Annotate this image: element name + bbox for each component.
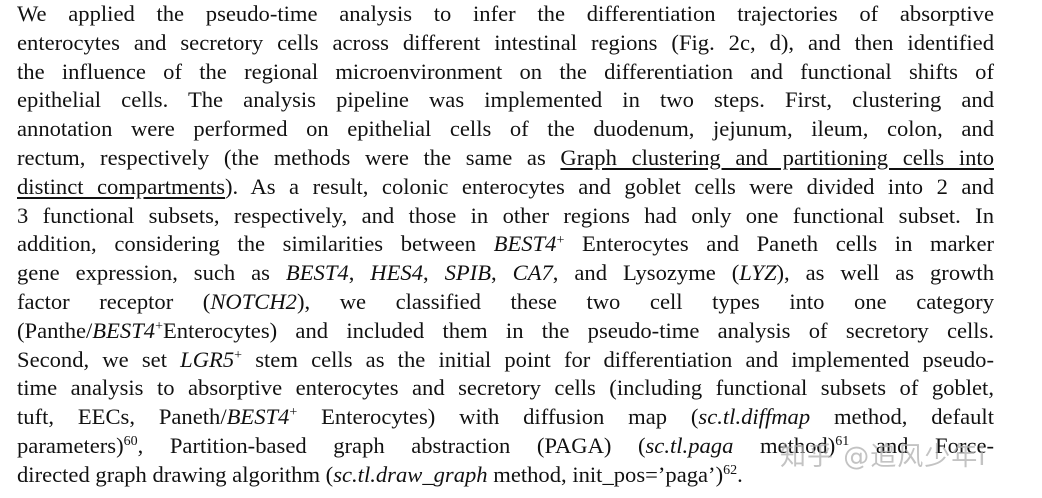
- zhihu-watermark: 知乎 @追风少年i: [780, 442, 987, 472]
- gene-name: LGR5: [180, 346, 235, 372]
- function-name: sc.tl.paga: [645, 432, 734, 458]
- link-graph-clustering[interactable]: Graph clustering and partitioning cells …: [560, 144, 994, 170]
- text-segment: parameters): [17, 432, 124, 458]
- function-name: sc.tl.diffmap: [698, 404, 811, 430]
- gene-name: BEST4: [493, 231, 557, 257]
- gene-name: NOTCH2: [210, 288, 297, 314]
- text-segment: method, init_pos=’paga’): [487, 461, 724, 487]
- text-line-15: tuft, EECs, Paneth/BEST4+ Enterocytes) w…: [17, 403, 994, 432]
- text-segment: Enterocytes) with diffusion map (: [297, 404, 699, 430]
- text-segment: method, default: [810, 404, 994, 430]
- text-segment: Enterocytes) and included them in the ps…: [162, 317, 994, 343]
- text-line-11: factor receptor (NOTCH2), we classified …: [17, 288, 994, 317]
- document-body: We applied the pseudo-time analysis to i…: [17, 0, 994, 490]
- text-line-13: Second, we set LGR5+ stem cells as the i…: [17, 346, 994, 375]
- text-line-9: addition, considering the similarities b…: [17, 230, 994, 259]
- citation-superscript: 61: [835, 434, 850, 450]
- citation-superscript: 60: [123, 434, 138, 450]
- text-segment: .: [737, 461, 743, 487]
- text-segment: and Force-: [849, 432, 994, 458]
- text-line-14: time analysis to absorptive enterocytes …: [17, 375, 994, 401]
- gene-name: BEST4: [285, 260, 349, 286]
- superscript: +: [155, 319, 163, 335]
- text-segment: ), as well as growth: [776, 260, 995, 286]
- text-line-17: directed graph drawing algorithm (sc.tl.…: [17, 461, 994, 490]
- text-line-3: the influence of the regional microenvir…: [17, 58, 994, 84]
- superscript: +: [234, 347, 243, 363]
- text-line-4: epithelial cells. The analysis pipeline …: [17, 87, 994, 113]
- superscript: +: [556, 232, 565, 248]
- text-line-10: gene expression, such as BEST4, HES4, SP…: [17, 259, 994, 288]
- text-line-16: parameters)60, Partition-based graph abs…: [17, 432, 994, 461]
- text-segment: ). As a result, colonic enterocytes and …: [225, 173, 994, 199]
- link-distinct-compartments[interactable]: distinct compartments: [17, 173, 226, 199]
- text-line-8: 3 functional subsets, respectively, and …: [17, 202, 994, 228]
- text-segment: factor receptor (: [17, 288, 211, 314]
- text-line-1: We applied the pseudo-time analysis to i…: [17, 1, 994, 26]
- text-segment: ,: [491, 260, 513, 286]
- gene-name: BEST4: [226, 404, 290, 430]
- text-line-6: rectum, respectively (the methods were t…: [17, 144, 994, 173]
- text-segment: directed graph drawing algorithm (: [17, 461, 334, 487]
- gene-name: CA7: [512, 260, 553, 286]
- gene-name: BEST4: [92, 317, 156, 343]
- text-segment: , Partition-based graph abstraction (PAG…: [137, 432, 646, 458]
- text-line-5: annotation were performed on epithelial …: [17, 116, 994, 142]
- text-segment: gene expression, such as: [17, 260, 286, 286]
- text-segment: addition, considering the similarities b…: [17, 231, 494, 257]
- text-segment: (Panthe/: [17, 317, 93, 343]
- gene-name: HES4: [370, 260, 423, 286]
- text-segment: ,: [423, 260, 445, 286]
- text-line-2: enterocytes and secretory cells across d…: [17, 29, 994, 55]
- superscript: +: [289, 405, 298, 421]
- gene-name: LYZ: [739, 260, 777, 286]
- text-line-12: (Panthe/BEST4+Enterocytes) and included …: [17, 317, 994, 346]
- text-segment: method): [733, 432, 836, 458]
- text-segment: Second, we set: [17, 346, 181, 372]
- text-line-7: distinct compartments). As a result, col…: [17, 173, 994, 202]
- citation-superscript: 62: [723, 463, 738, 479]
- text-segment: Enterocytes and Paneth cells in marker: [564, 231, 994, 257]
- function-name: sc.tl.draw_graph: [333, 461, 488, 487]
- text-segment: stem cells as the initial point for diff…: [242, 346, 994, 372]
- gene-name: SPIB: [444, 260, 492, 286]
- text-segment: rectum, respectively (the methods were t…: [17, 144, 561, 170]
- text-segment: ,: [348, 260, 371, 286]
- text-segment: ), we classified these two cell types in…: [296, 288, 994, 314]
- text-segment: tuft, EECs, Paneth/: [17, 404, 227, 430]
- text-segment: , and Lysozyme (: [552, 260, 740, 286]
